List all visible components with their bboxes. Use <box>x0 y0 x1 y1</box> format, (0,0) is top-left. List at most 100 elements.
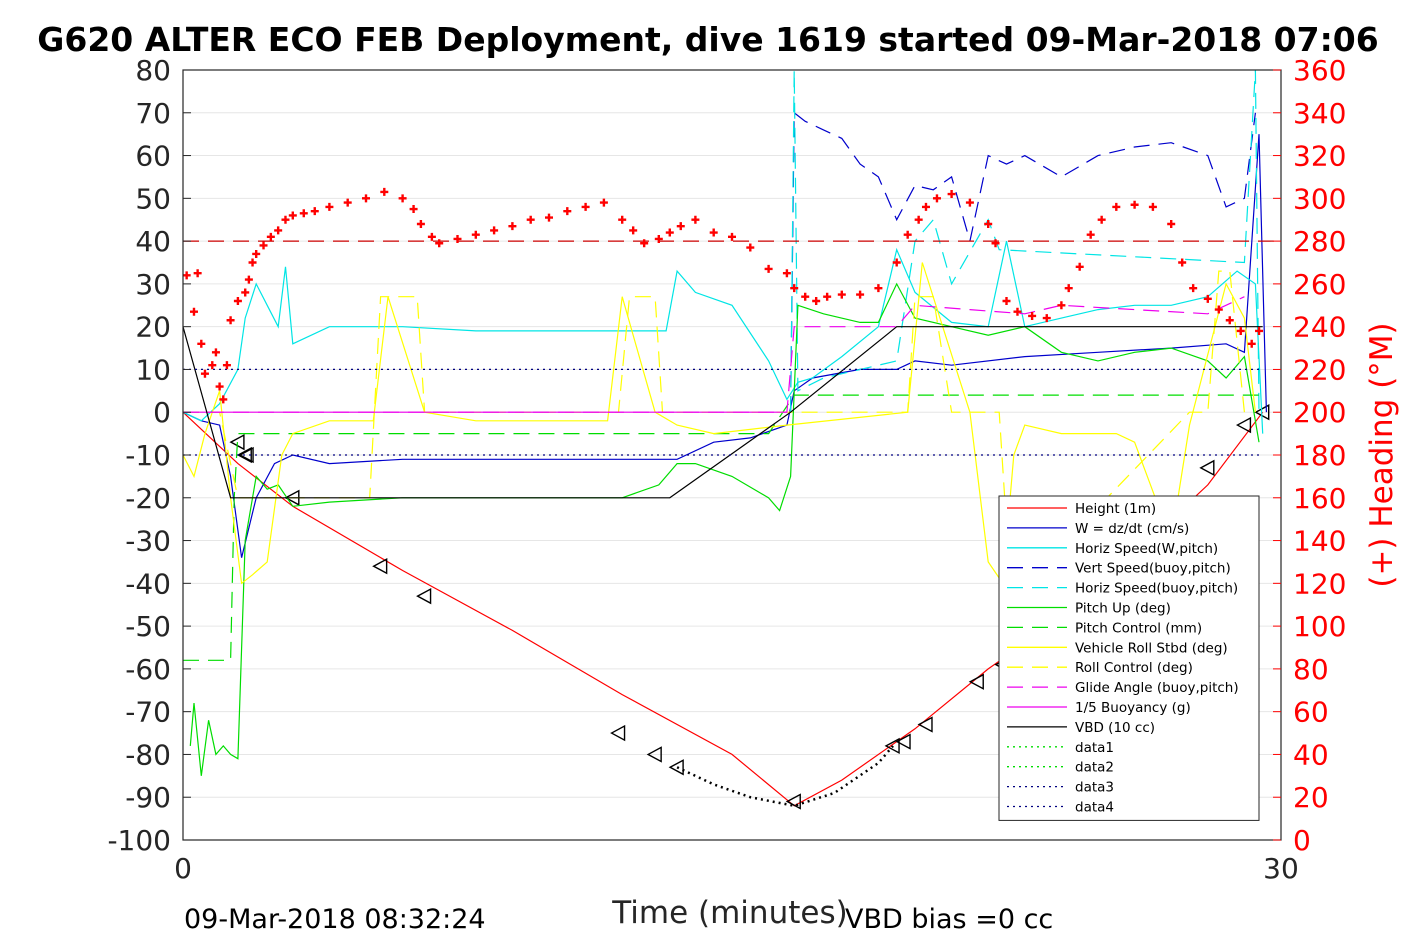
heading-point <box>215 382 224 391</box>
dive-marker-point <box>646 746 662 763</box>
heading-point <box>1247 339 1256 348</box>
heading-point <box>219 395 228 404</box>
y-right-tick-label: 340 <box>1293 97 1346 130</box>
heading-point <box>1203 294 1212 303</box>
heading-point <box>398 194 407 203</box>
heading-point <box>1013 307 1022 316</box>
heading-point <box>226 316 235 325</box>
y-right-tick-label: 320 <box>1293 140 1346 173</box>
x-tick-label: 30 <box>1263 852 1299 885</box>
heading-point <box>991 239 1000 248</box>
dive-marker-point <box>372 558 388 575</box>
heading-point <box>427 232 436 241</box>
footer-timestamp: 09-Mar-2018 08:32:24 <box>184 904 486 935</box>
y-right-tick-label: 160 <box>1293 482 1346 515</box>
heading-point <box>208 361 217 370</box>
legend-label: Pitch Control (mm) <box>1075 620 1202 636</box>
axis-layer: 80706050403020100-10-20-30-40-50-60-70-8… <box>107 54 1346 885</box>
y-tick-label: -40 <box>125 567 171 600</box>
series-line-roll_control <box>183 270 1245 584</box>
heading-point <box>823 292 832 301</box>
heading-point <box>274 226 283 235</box>
heading-point <box>288 211 297 220</box>
heading-point <box>1002 297 1011 305</box>
y-tick-label: 20 <box>135 311 171 344</box>
heading-point <box>1189 284 1198 293</box>
heading-point <box>380 187 389 196</box>
heading-point <box>691 215 700 224</box>
dive-marker-point <box>917 716 933 733</box>
legend-label: Horiz Speed(buoy,pitch) <box>1075 581 1238 597</box>
y-tick-label: -30 <box>125 525 171 558</box>
legend-label: VBD (10 cc) <box>1075 720 1155 736</box>
legend-label: Roll Control (deg) <box>1075 660 1193 676</box>
dive-marker-point <box>416 587 432 605</box>
y-right-tick-label: 140 <box>1293 525 1346 558</box>
y-tick-label: 50 <box>135 182 171 215</box>
heading-point <box>599 198 608 207</box>
heading-point <box>746 243 755 252</box>
y-tick-label: -100 <box>107 824 171 857</box>
series-line-horiz_speed <box>182 240 1264 434</box>
y-right-tick-label: 280 <box>1293 225 1346 258</box>
y-right-tick-label: 20 <box>1293 781 1329 814</box>
dive-marker-point <box>895 733 911 750</box>
heading-point <box>618 215 627 224</box>
heading-point <box>1057 301 1066 310</box>
heading-point <box>1167 220 1176 228</box>
heading-point <box>563 207 572 216</box>
series-line-roll <box>182 262 1256 586</box>
chart-title: G620 ALTER ECO FEB Deployment, dive 1619… <box>37 20 1378 59</box>
heading-point <box>1236 326 1245 335</box>
y-right-tick-label: 120 <box>1293 567 1346 600</box>
dive-marker-point <box>785 793 801 810</box>
x-tick-label: 0 <box>174 852 192 885</box>
heading-point <box>665 228 674 237</box>
heading-point <box>1097 215 1106 224</box>
series-line-vbd <box>182 326 1263 499</box>
heading-point <box>1028 311 1037 320</box>
y-tick-label: 70 <box>135 97 171 130</box>
legend-label: Horiz Speed(W,pitch) <box>1075 541 1218 557</box>
legend-label: 1/5 Buoyancy (g) <box>1075 700 1191 716</box>
heading-point <box>435 239 444 248</box>
dive-marker-point <box>610 724 626 742</box>
legend-label: Pitch Up (deg) <box>1075 601 1171 617</box>
y-right-tick-label: 80 <box>1293 653 1329 686</box>
heading-point <box>233 297 242 305</box>
heading-point <box>629 226 638 235</box>
heading-point <box>728 232 736 241</box>
y-right-tick-label: 360 <box>1293 54 1346 87</box>
y-right-tick-label: 180 <box>1293 439 1346 472</box>
heading-point <box>310 207 319 216</box>
heading-point <box>1214 305 1223 314</box>
legend-box <box>998 495 1260 821</box>
heading-point <box>1225 316 1234 325</box>
dive-marker-point <box>884 737 900 755</box>
series-line-horiz_speed_buoy <box>790 69 1260 413</box>
heading-point <box>1064 284 1073 293</box>
heading-point <box>222 361 231 370</box>
heading-point <box>581 202 590 211</box>
heading-point <box>526 215 535 224</box>
heading-point <box>837 290 846 299</box>
heading-point <box>790 284 799 293</box>
series-line-w <box>182 134 1267 558</box>
heading-point <box>892 258 901 267</box>
y-right-tick-label: 240 <box>1293 311 1346 344</box>
legend-label: data3 <box>1075 780 1114 796</box>
y-tick-label: 60 <box>135 140 171 173</box>
y-right-tick-label: 40 <box>1293 738 1329 771</box>
y-right-tick-label: 0 <box>1293 824 1311 857</box>
heading-point <box>947 190 956 199</box>
dive-marker-point <box>1199 459 1215 477</box>
heading-point <box>640 239 649 248</box>
series-line-pitch_control <box>183 394 1263 661</box>
heading-point <box>211 348 220 357</box>
heading-point <box>1112 202 1121 211</box>
heading-point <box>281 215 290 224</box>
heading-point <box>416 220 425 228</box>
y-tick-label: 80 <box>135 54 171 87</box>
heading-point <box>193 269 202 278</box>
